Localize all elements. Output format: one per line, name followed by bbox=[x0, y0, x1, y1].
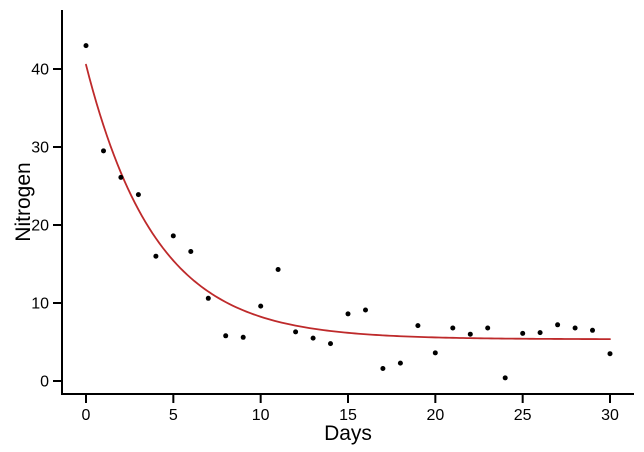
y-tick-label: 20 bbox=[31, 218, 49, 235]
data-point bbox=[555, 322, 561, 328]
data-point bbox=[240, 334, 246, 340]
data-points-layer bbox=[83, 43, 613, 381]
data-point bbox=[118, 174, 124, 180]
data-point bbox=[101, 148, 106, 154]
data-point bbox=[432, 350, 438, 356]
axes: 0 10 20 30 40 0 5 10 15 20 25 30 bbox=[31, 10, 634, 424]
x-tick-label: 5 bbox=[169, 407, 178, 424]
data-point bbox=[450, 325, 456, 331]
y-tick-label: 10 bbox=[31, 296, 49, 313]
data-point bbox=[590, 327, 595, 333]
data-point bbox=[363, 307, 368, 313]
data-point bbox=[293, 329, 299, 335]
data-point bbox=[607, 351, 613, 357]
data-point bbox=[520, 330, 526, 336]
x-axis-title: Days bbox=[324, 422, 372, 445]
x-tick-label: 20 bbox=[426, 407, 444, 424]
data-point bbox=[380, 366, 386, 371]
data-point bbox=[153, 253, 159, 259]
data-point bbox=[572, 325, 578, 331]
y-tick-label: 0 bbox=[40, 374, 49, 391]
data-point bbox=[328, 341, 333, 347]
data-point bbox=[223, 333, 229, 339]
x-tick-label: 25 bbox=[514, 407, 532, 424]
data-point bbox=[135, 192, 141, 198]
data-point bbox=[345, 311, 351, 317]
data-point bbox=[415, 323, 421, 329]
data-point bbox=[275, 267, 281, 272]
data-point bbox=[397, 360, 403, 366]
x-tick-label: 0 bbox=[82, 407, 91, 424]
data-point bbox=[205, 295, 211, 301]
data-point bbox=[310, 335, 316, 341]
x-tick-label: 10 bbox=[252, 407, 270, 424]
data-point bbox=[485, 325, 491, 331]
x-tick-label: 30 bbox=[601, 407, 619, 424]
data-point bbox=[537, 330, 543, 336]
y-tick-label: 30 bbox=[31, 140, 49, 157]
fit-curve bbox=[85, 63, 611, 341]
y-tick-label: 40 bbox=[31, 62, 49, 79]
data-point bbox=[258, 303, 264, 309]
y-axis-title: Nitrogen bbox=[12, 162, 35, 241]
data-point bbox=[83, 43, 89, 49]
fit-curve-layer bbox=[85, 63, 611, 341]
data-point bbox=[502, 375, 508, 381]
data-point bbox=[170, 233, 176, 239]
data-point bbox=[467, 331, 473, 337]
data-point bbox=[188, 249, 194, 254]
x-tick-label: 15 bbox=[339, 407, 357, 424]
